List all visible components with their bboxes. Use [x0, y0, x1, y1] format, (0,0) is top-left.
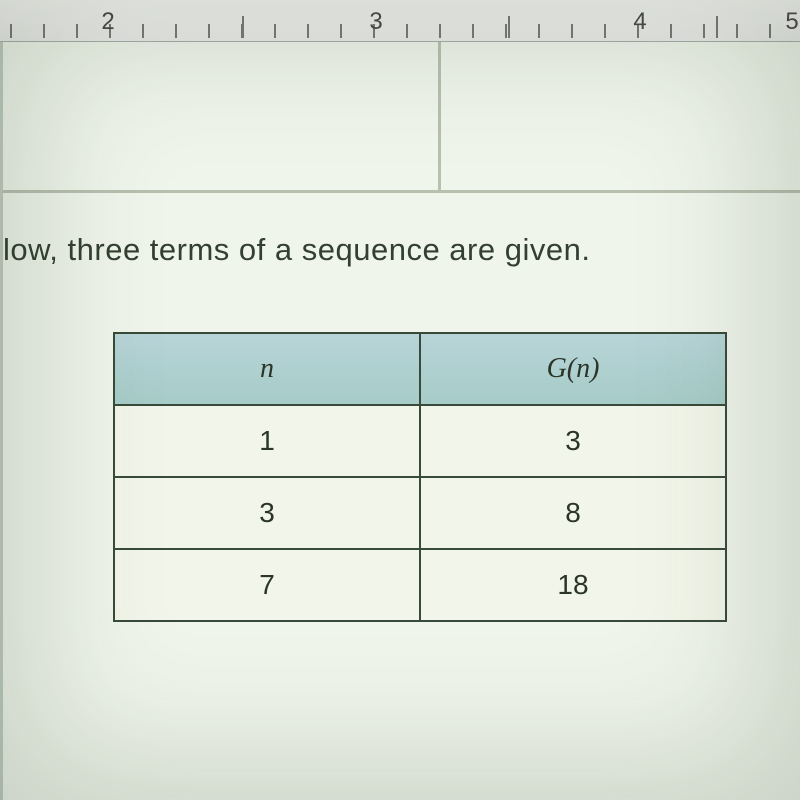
ruler-tick-mid: [508, 16, 510, 38]
ruler-tick-minor: [76, 24, 78, 38]
ruler-number: 5: [785, 8, 798, 36]
table-row: 3 8: [114, 477, 726, 549]
table-row: 7 18: [114, 549, 726, 621]
col-header-gn: G(n): [420, 333, 726, 405]
ruler-tick-minor: [538, 24, 540, 38]
sequence-table: n G(n) 1 3 3 8 7 18: [113, 332, 727, 622]
table-header-row: n G(n): [114, 333, 726, 405]
ruler-tick-minor: [505, 24, 507, 38]
ruler: 2 3 4 5: [0, 0, 800, 42]
cell-gn: 18: [420, 549, 726, 621]
cell-n: 7: [114, 549, 420, 621]
prompt-text: low, three terms of a sequence are given…: [3, 232, 590, 268]
cell-n: 3: [114, 477, 420, 549]
ruler-tick-minor: [274, 24, 276, 38]
ruler-tick-minor: [43, 24, 45, 38]
ruler-tick-minor: [571, 24, 573, 38]
ruler-tick-minor: [175, 24, 177, 38]
ruler-tick-minor: [769, 24, 771, 38]
vertical-divider: [438, 42, 441, 190]
ruler-tick-minor: [142, 24, 144, 38]
cell-gn: 8: [420, 477, 726, 549]
horizontal-divider: [3, 190, 800, 193]
ruler-tick-mid: [716, 16, 718, 38]
ruler-tick-minor: [406, 24, 408, 38]
document-area: low, three terms of a sequence are given…: [0, 42, 800, 800]
ruler-tick-minor: [10, 24, 12, 38]
ruler-number: 2: [101, 8, 114, 36]
col-header-n: n: [114, 333, 420, 405]
ruler-number: 3: [369, 8, 382, 36]
cell-gn: 3: [420, 405, 726, 477]
ruler-tick-minor: [307, 24, 309, 38]
ruler-tick-minor: [208, 24, 210, 38]
table-row: 1 3: [114, 405, 726, 477]
ruler-tick-mid: [242, 16, 244, 38]
ruler-tick-minor: [340, 24, 342, 38]
ruler-tick-minor: [604, 24, 606, 38]
ruler-tick-minor: [472, 24, 474, 38]
ruler-tick-minor: [703, 24, 705, 38]
ruler-tick-minor: [670, 24, 672, 38]
ruler-tick-minor: [439, 24, 441, 38]
cell-n: 1: [114, 405, 420, 477]
ruler-number: 4: [633, 8, 646, 36]
ruler-tick-minor: [736, 24, 738, 38]
